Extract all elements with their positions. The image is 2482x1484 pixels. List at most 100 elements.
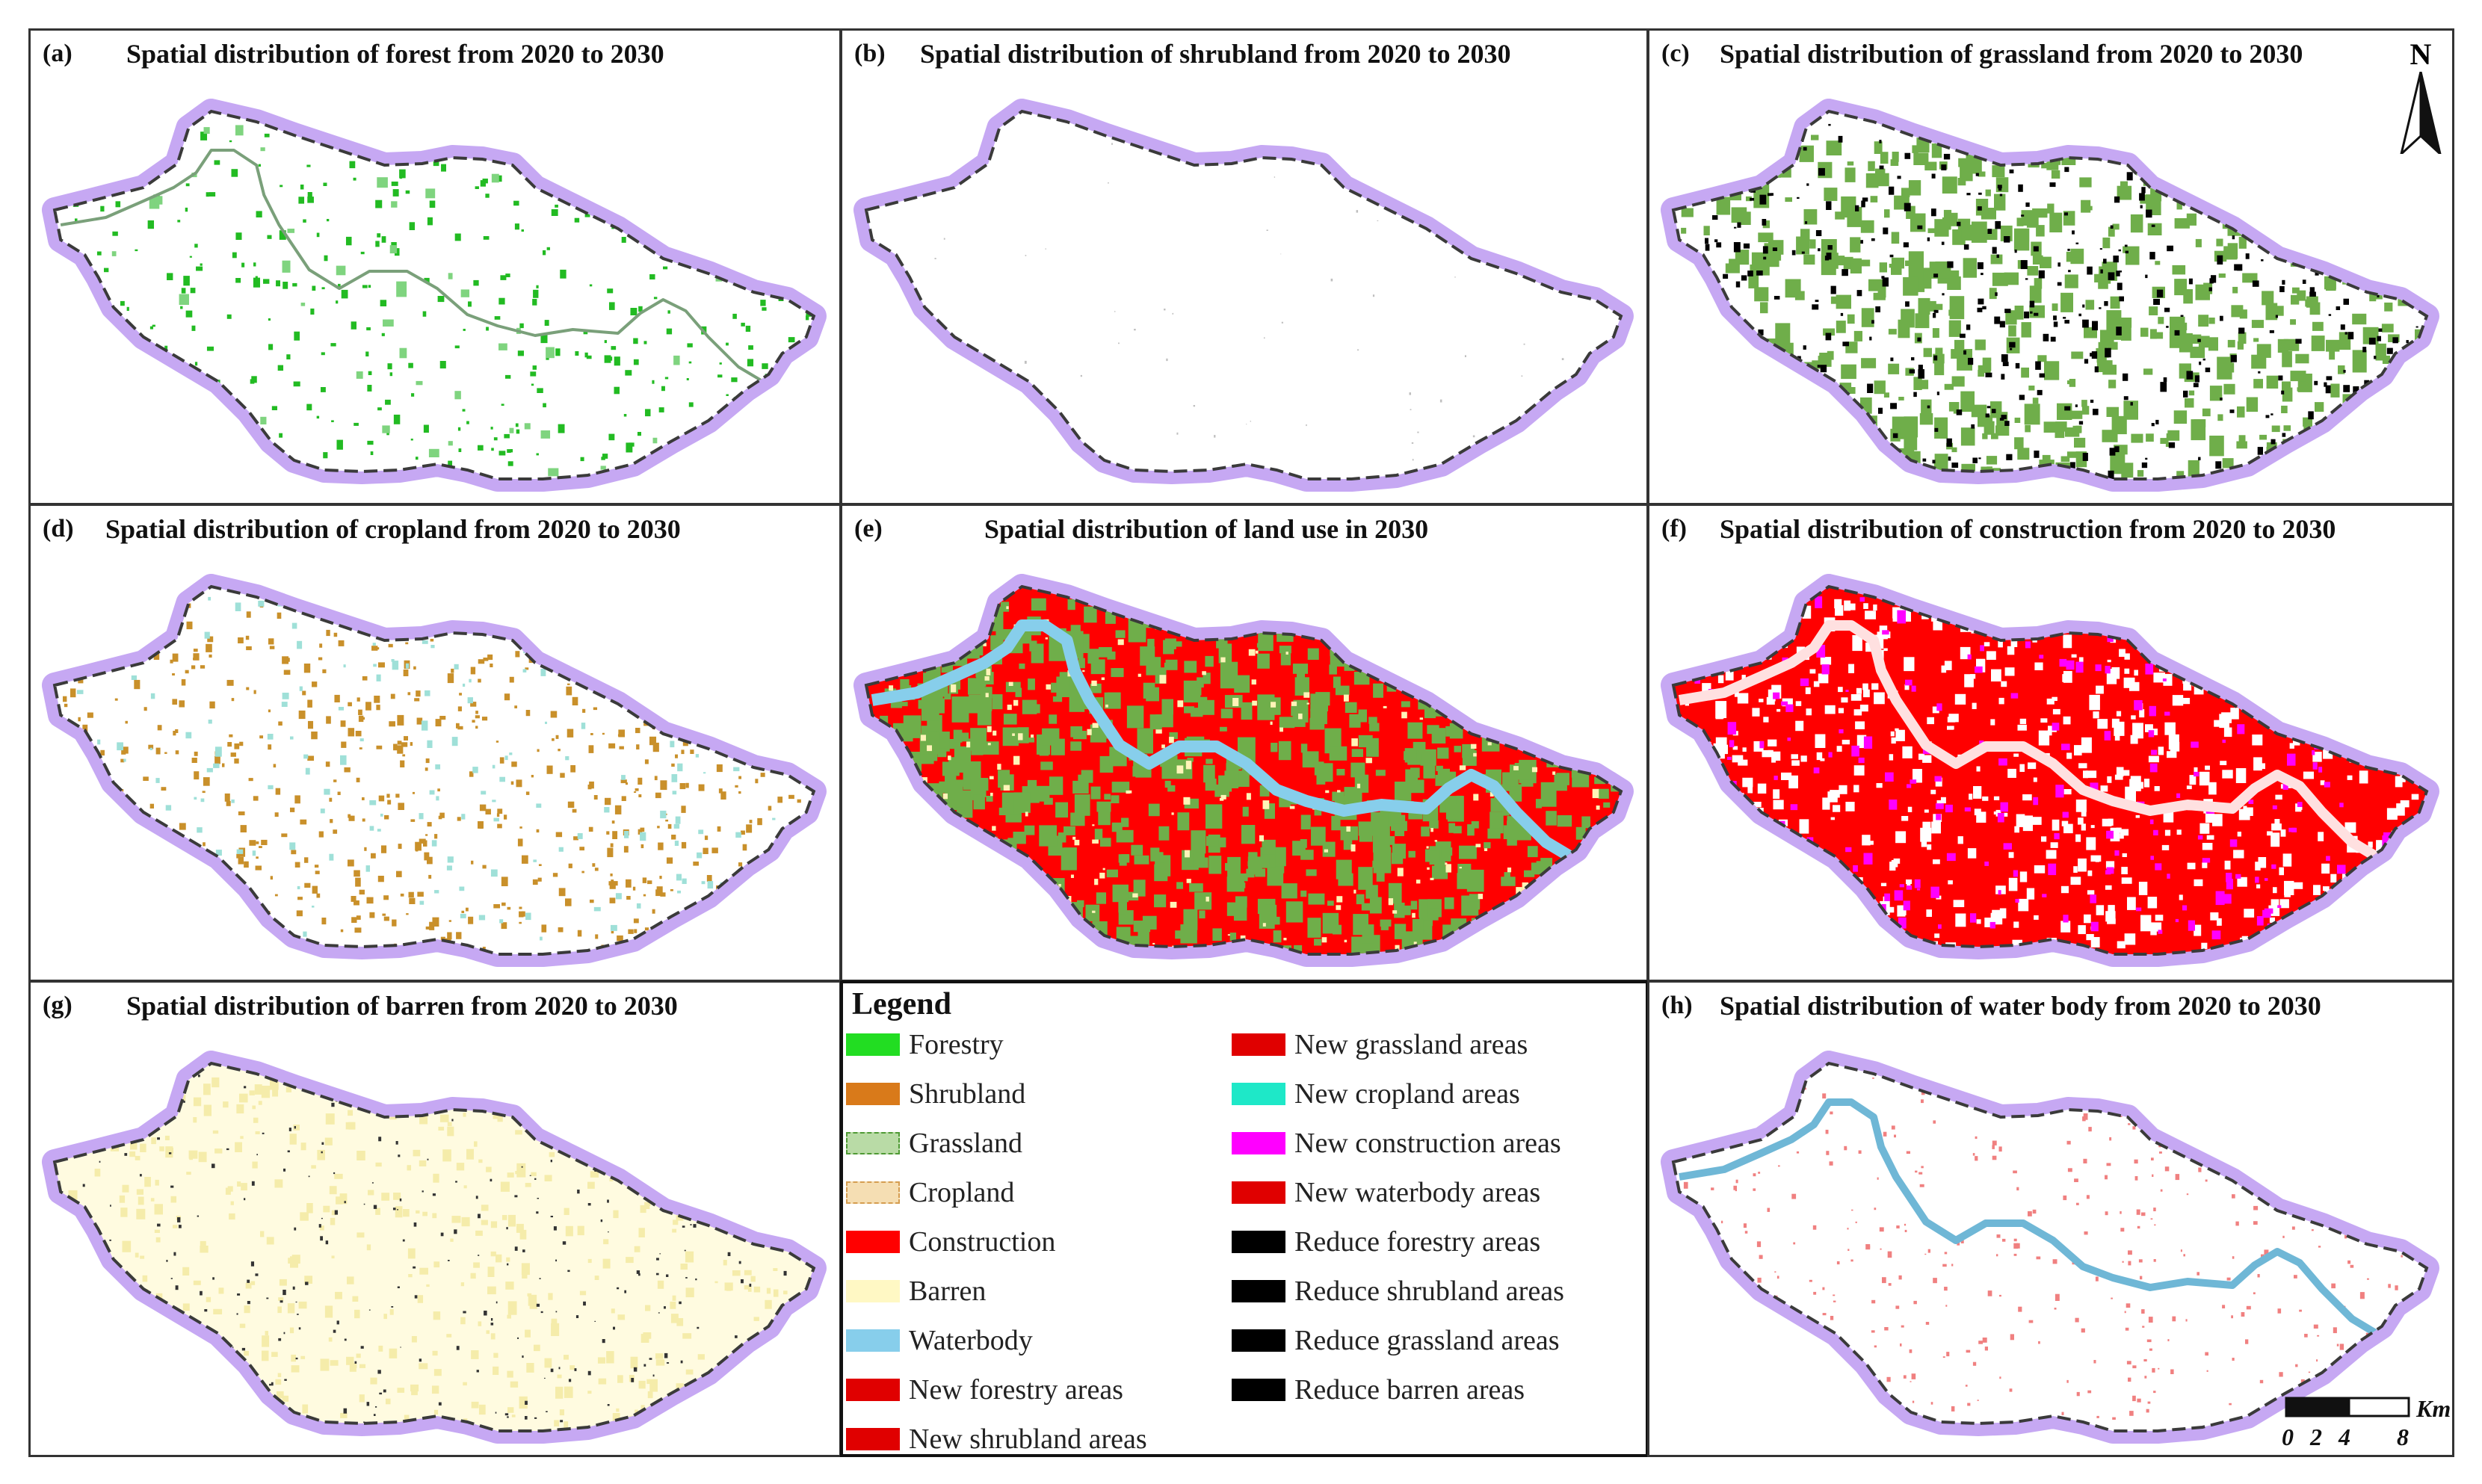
pixel-patch (268, 638, 274, 645)
pixel-patch (2373, 151, 2379, 157)
pixel-patch (2236, 441, 2247, 449)
pixel-patch (303, 931, 307, 937)
pixel-patch (297, 640, 303, 649)
pixel-patch (1714, 908, 1724, 916)
pixel-patch (2041, 163, 2050, 169)
pixel-patch (498, 451, 506, 456)
pixel-patch (1941, 241, 1945, 245)
pixel-patch (1847, 314, 1855, 324)
pixel-patch (120, 789, 124, 792)
pixel-patch (149, 747, 152, 750)
pixel-patch (2414, 717, 2422, 724)
pixel-patch (756, 207, 762, 212)
pixel-patch (2401, 393, 2405, 397)
pixel-patch (1227, 934, 1230, 936)
pixel-patch (632, 626, 638, 632)
pixel-patch (2202, 862, 2208, 868)
pixel-patch (1830, 790, 1840, 798)
pixel-patch (1716, 631, 1723, 639)
pixel-patch (1489, 922, 1503, 941)
pixel-patch (369, 912, 375, 918)
pixel-patch (1985, 189, 1991, 197)
pixel-patch (662, 942, 668, 949)
pixel-patch (1590, 878, 1608, 900)
pixel-patch (2232, 235, 2235, 240)
pixel-patch (1951, 376, 1965, 387)
pixel-patch (388, 643, 393, 648)
pixel-patch (1056, 676, 1070, 697)
pixel-patch (2025, 641, 2031, 649)
pixel-patch (1546, 670, 1552, 674)
pixel-patch (1684, 152, 1691, 157)
pixel-patch (1478, 619, 1496, 641)
pixel-patch (1116, 829, 1134, 843)
pixel-patch (2385, 718, 2390, 723)
pixel-patch (1912, 145, 1918, 153)
pixel-patch (2400, 800, 2410, 808)
pixel-patch (391, 659, 395, 662)
pixel-patch (143, 847, 146, 850)
pixel-patch (1931, 143, 1942, 158)
pixel-patch (1937, 427, 1943, 436)
pixel-patch (738, 674, 746, 683)
pixel-patch (2004, 272, 2019, 285)
pixel-patch (924, 894, 938, 908)
pixel-patch (805, 315, 809, 321)
pixel-patch (202, 791, 206, 794)
pixel-patch (681, 674, 686, 678)
pixel-patch (1430, 598, 1444, 607)
pixel-patch (617, 734, 622, 737)
pixel-patch (2158, 930, 2163, 934)
pixel-patch (451, 737, 458, 746)
pixel-patch (62, 696, 67, 702)
pixel-patch (2326, 447, 2333, 453)
pixel-patch (1117, 639, 1124, 646)
pixel-patch (271, 406, 277, 410)
pixel-patch (652, 656, 658, 664)
pixel-patch (1505, 940, 1510, 944)
pixel-patch (2004, 236, 2010, 243)
pixel-patch (975, 888, 987, 899)
pixel-patch (509, 427, 514, 433)
pixel-patch (102, 418, 106, 423)
pixel-patch (1873, 605, 1877, 611)
pixel-patch (996, 635, 1003, 640)
pixel-patch (2021, 210, 2035, 226)
pixel-patch (640, 827, 645, 832)
pixel-patch (1430, 877, 1434, 880)
pixel-patch (1010, 401, 1012, 405)
pixel-patch (1029, 640, 1037, 652)
pixel-patch (1599, 906, 1608, 918)
pixel-patch (500, 275, 507, 280)
pixel-patch (2409, 370, 2421, 386)
pixel-patch (1826, 253, 1832, 260)
pixel-patch (1427, 867, 1430, 870)
pixel-patch (360, 251, 365, 255)
pixel-patch (543, 403, 546, 408)
pixel-patch (2183, 682, 2192, 691)
pixel-patch (1884, 893, 1890, 901)
pixel-patch (2410, 898, 2416, 909)
pixel-patch (2191, 419, 2206, 441)
pixel-patch (501, 877, 508, 886)
pixel-patch (2377, 295, 2380, 297)
pixel-patch (164, 752, 167, 754)
pixel-patch (686, 378, 689, 380)
pixel-patch (963, 929, 969, 937)
pixel-patch (949, 885, 960, 893)
pixel-patch (2103, 259, 2107, 264)
pixel-patch (2270, 899, 2279, 909)
pixel-patch (1762, 907, 1768, 912)
pixel-patch (1844, 167, 1856, 182)
pixel-patch (95, 644, 99, 651)
pixel-patch (1343, 694, 1349, 702)
panel-forest: (a) Spatial distribution of forest from … (28, 28, 842, 505)
pixel-patch (428, 874, 432, 879)
pixel-patch (1704, 425, 1717, 445)
pixel-patch (348, 815, 355, 821)
pixel-patch (2282, 654, 2285, 659)
pixel-patch (2241, 684, 2251, 693)
pixel-patch (2281, 390, 2285, 395)
pixel-patch (2346, 616, 2358, 631)
pixel-patch (587, 645, 591, 650)
